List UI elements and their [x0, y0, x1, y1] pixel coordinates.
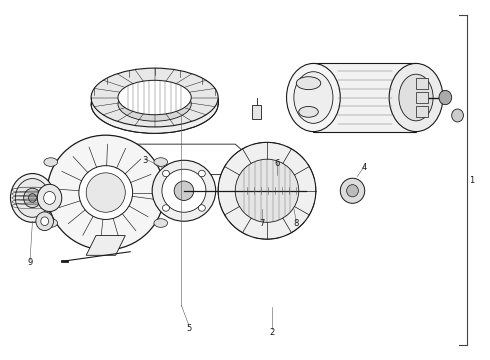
Text: 7: 7	[259, 219, 265, 228]
Ellipse shape	[24, 188, 41, 208]
Ellipse shape	[79, 166, 133, 220]
Ellipse shape	[15, 179, 49, 217]
Text: 2: 2	[269, 328, 274, 337]
Ellipse shape	[118, 87, 191, 121]
Ellipse shape	[162, 169, 206, 212]
Ellipse shape	[399, 74, 433, 121]
Ellipse shape	[41, 217, 49, 226]
Text: 3: 3	[142, 156, 147, 165]
Text: 4: 4	[362, 163, 368, 172]
Bar	[252, 105, 261, 119]
Bar	[314, 63, 416, 132]
Ellipse shape	[163, 205, 170, 211]
Ellipse shape	[154, 158, 168, 166]
Ellipse shape	[198, 205, 205, 211]
Ellipse shape	[10, 174, 54, 222]
Ellipse shape	[163, 170, 170, 177]
Ellipse shape	[296, 77, 321, 90]
Ellipse shape	[198, 170, 205, 177]
Ellipse shape	[44, 192, 55, 204]
Ellipse shape	[235, 159, 299, 222]
Ellipse shape	[36, 212, 53, 230]
Text: 6: 6	[274, 159, 279, 168]
Ellipse shape	[452, 109, 464, 122]
Polygon shape	[86, 235, 125, 255]
Ellipse shape	[47, 135, 164, 250]
Bar	[416, 92, 428, 103]
Bar	[416, 107, 428, 117]
Ellipse shape	[91, 68, 218, 127]
Ellipse shape	[152, 160, 216, 221]
Ellipse shape	[287, 63, 340, 132]
Ellipse shape	[154, 219, 168, 227]
Ellipse shape	[37, 184, 62, 212]
Text: 1: 1	[469, 176, 475, 185]
Ellipse shape	[86, 173, 125, 212]
Ellipse shape	[299, 107, 318, 117]
Ellipse shape	[346, 185, 358, 197]
Text: 9: 9	[27, 258, 33, 267]
Text: 8: 8	[294, 219, 299, 228]
Ellipse shape	[44, 219, 58, 227]
Ellipse shape	[439, 90, 452, 105]
Ellipse shape	[44, 158, 58, 166]
Ellipse shape	[218, 142, 316, 239]
Bar	[416, 78, 428, 89]
Ellipse shape	[174, 181, 194, 201]
Text: 5: 5	[186, 324, 192, 333]
Ellipse shape	[118, 80, 191, 115]
Ellipse shape	[389, 63, 443, 132]
Ellipse shape	[294, 72, 333, 123]
Ellipse shape	[28, 194, 36, 202]
Ellipse shape	[340, 178, 365, 203]
Ellipse shape	[91, 75, 218, 134]
